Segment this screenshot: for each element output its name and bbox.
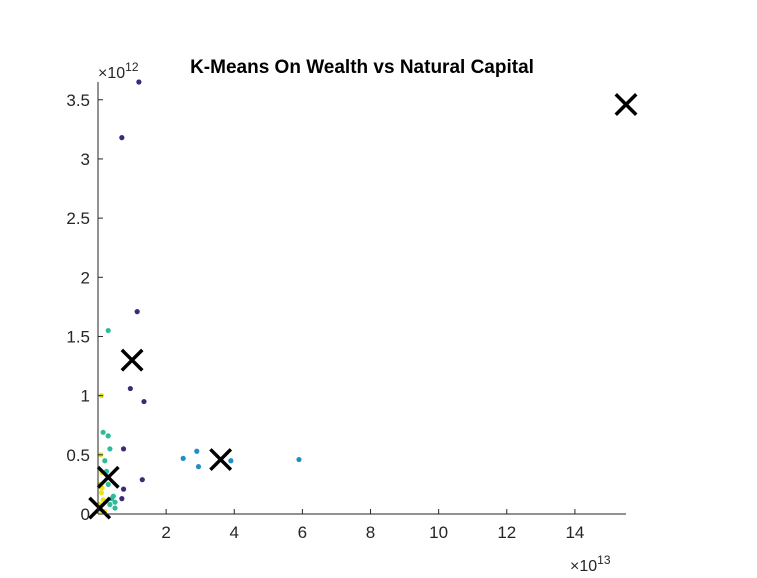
data-point [112, 499, 118, 505]
data-point [194, 448, 200, 454]
x-tick-label: 6 [298, 523, 307, 542]
centroid-marker [96, 465, 120, 489]
chart-title: K-Means On Wealth vs Natural Capital [190, 57, 534, 78]
y-multiplier-base: 10 [107, 65, 125, 82]
data-point [102, 458, 108, 464]
axes: 2 4 6 8 10 12 14 0 0.5 1 1.5 2 2.5 3 3.5 [66, 82, 626, 542]
data-point [120, 486, 127, 492]
data-points [97, 79, 302, 515]
x-tick-label: 10 [429, 523, 448, 542]
x-multiplier-times: × [570, 558, 579, 575]
data-point [127, 385, 133, 392]
data-point [105, 433, 111, 439]
data-point [107, 501, 113, 508]
y-tick-label: 3 [81, 150, 90, 169]
x-axis-multiplier: ×1013 [570, 553, 611, 575]
y-tick-label: 1.5 [66, 327, 90, 346]
x-tick-label: 14 [565, 523, 584, 542]
y-multiplier-times: × [98, 65, 107, 82]
y-tick-label: 2.5 [66, 209, 90, 228]
y-tick-label: 1 [81, 387, 90, 406]
centroid-markers [88, 93, 638, 520]
data-point [100, 429, 106, 435]
data-point [141, 398, 147, 405]
centroid-marker [209, 448, 233, 472]
data-point [195, 464, 202, 470]
data-point [105, 327, 111, 334]
x-tick-label: 2 [161, 523, 170, 542]
data-point [119, 496, 125, 502]
y-tick-label: 0.5 [66, 446, 90, 465]
y-tick-label: 0 [81, 505, 90, 524]
centroid-marker [120, 348, 144, 372]
x-tick-label: 8 [366, 523, 375, 542]
data-point [136, 79, 142, 85]
data-point [107, 446, 113, 452]
x-multiplier-exponent: 13 [597, 553, 611, 567]
data-point [228, 458, 234, 464]
y-multiplier-exponent: 12 [125, 60, 139, 74]
data-point [105, 481, 111, 488]
x-tick-label: 12 [497, 523, 516, 542]
data-point [296, 456, 302, 463]
x-tick-label: 4 [230, 523, 239, 542]
y-axis-multiplier: ×1012 [98, 60, 139, 82]
data-point [134, 309, 140, 315]
data-point [120, 446, 127, 452]
centroid-marker [614, 93, 638, 116]
data-point [119, 135, 125, 141]
x-multiplier-base: 10 [579, 558, 597, 575]
data-point [98, 490, 105, 496]
data-point [180, 455, 186, 461]
y-tick-label: 2 [81, 268, 90, 287]
data-point [112, 505, 118, 511]
data-point [139, 477, 145, 483]
y-tick-label: 3.5 [66, 91, 90, 110]
